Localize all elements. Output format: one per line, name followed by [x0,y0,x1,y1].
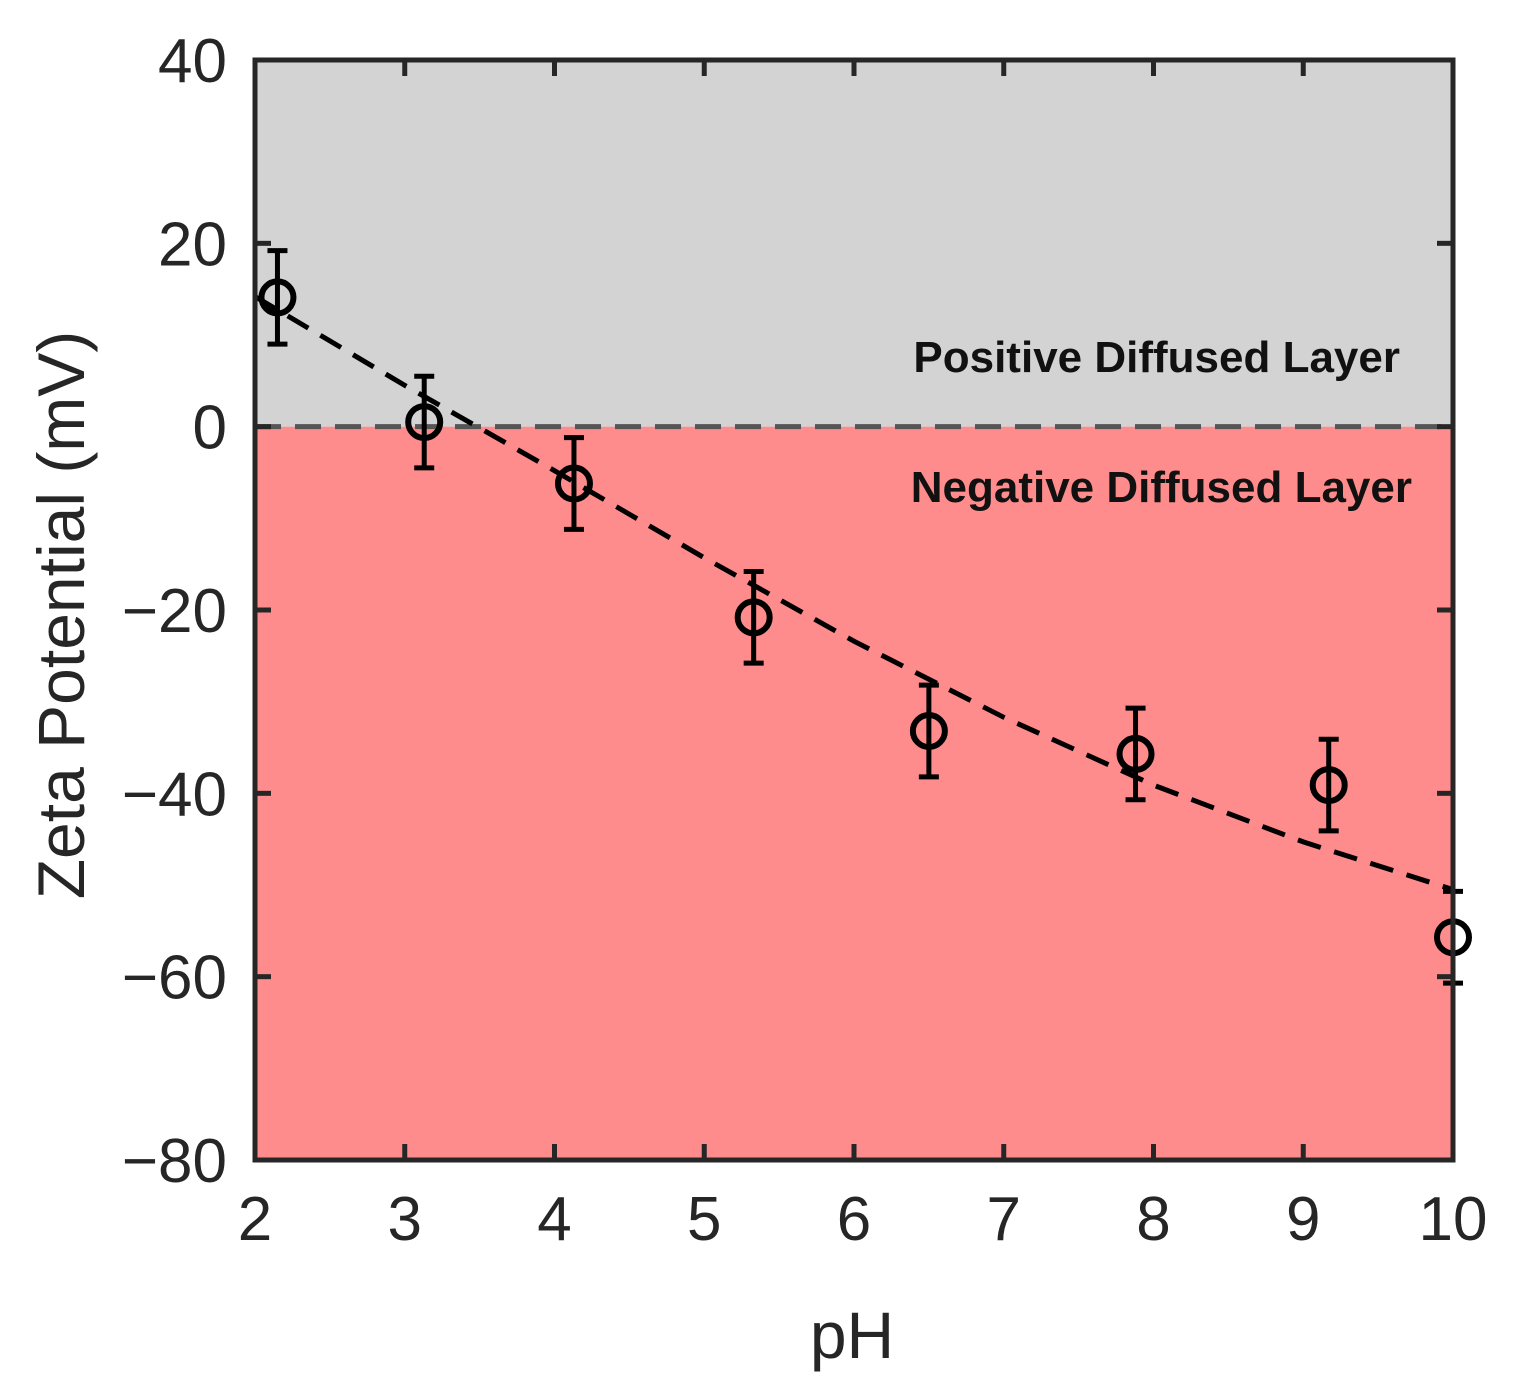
marker-circle [909,712,948,750]
y-tick-label-3: −20 [122,577,227,646]
y-tick-label-1: −60 [122,944,227,1013]
positive-region-label: Positive Diffused Layer [913,333,1400,382]
x-tick-label-7: 9 [1286,1185,1320,1254]
marker-circle [554,464,593,503]
y-tick-label-0: −80 [122,1127,227,1196]
data-point-5 [1116,705,1155,803]
data-point-3 [734,569,773,666]
data-point-4 [909,682,948,780]
y-tick-label-5: 20 [158,210,227,279]
positive-region [255,60,1453,427]
axis-ticks [252,57,1456,1163]
x-tick-label-4: 6 [837,1185,871,1254]
marker-circle [258,278,297,317]
negative-region-label: Negative Diffused Layer [911,463,1412,512]
data-point-1 [405,373,444,471]
fit-line [253,294,1454,892]
background-regions [255,60,1453,1161]
data-point-6 [1309,736,1348,834]
x-tick-label-1: 3 [388,1185,422,1254]
x-tick-label-5: 7 [987,1185,1021,1254]
y-tick-label-2: −40 [122,760,227,829]
data-point-2 [554,435,593,532]
y-tick-label-4: 0 [193,394,227,463]
negative-region [255,426,1453,1161]
y-tick-label-6: 40 [158,27,227,96]
y-axis-title: Zeta Potential (mV) [24,331,98,900]
marker-circle [1309,766,1348,805]
marker-circle [734,598,773,637]
x-tick-label-0: 2 [238,1185,272,1254]
marker-circle [405,403,444,442]
x-tick-label-6: 8 [1136,1185,1170,1254]
marker-circle [1116,734,1155,773]
x-tick-label-2: 4 [537,1185,571,1254]
x-tick-label-8: 10 [1419,1185,1488,1254]
x-axis-title: pH [810,1298,894,1372]
trend-line [253,294,1454,892]
tick-labels: 2 3 4 5 6 7 8 9 10 −80 −60 −40 −20 0 20 40 [122,27,1488,1254]
data-point-0 [258,248,297,347]
x-tick-label-3: 5 [687,1185,721,1254]
